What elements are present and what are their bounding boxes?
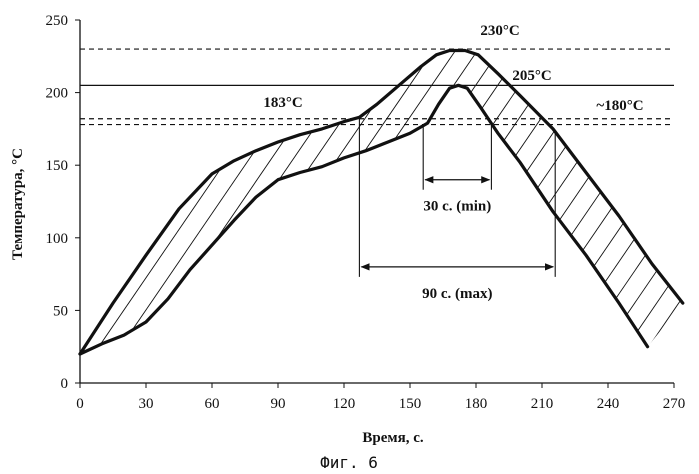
temperature-label: 230°C (480, 23, 519, 39)
axes (75, 20, 674, 388)
y-tick-label: 50 (53, 303, 68, 319)
x-tick-label: 120 (333, 396, 356, 412)
x-tick-label: 240 (597, 396, 620, 412)
hatch-line (118, 3, 378, 383)
x-tick-label: 90 (271, 396, 286, 412)
hatch-line (228, 3, 488, 383)
hatch-line (0, 3, 4, 383)
x-axis-title: Время, с. (362, 430, 423, 446)
hatch-line (646, 3, 699, 383)
y-tick-label: 0 (61, 376, 69, 392)
hatch-line (184, 3, 444, 383)
hatch-line (316, 3, 576, 383)
temperature-label: 205°C (512, 68, 551, 84)
hatch-line (140, 3, 400, 383)
temperature-labels: 230°C 205°C 183°C ~180°C (263, 23, 643, 114)
y-tick-label: 100 (46, 231, 69, 247)
x-tick-label: 150 (399, 396, 422, 412)
hatch-line (690, 3, 699, 383)
hatch-line (536, 3, 699, 383)
hatch-line (492, 3, 699, 383)
reference-lines (80, 49, 674, 125)
process-window-hatching (0, 3, 699, 383)
hatch-line (404, 3, 664, 383)
hatch-line (52, 3, 312, 383)
x-tick-label: 180 (465, 396, 488, 412)
x-tick-label: 270 (663, 396, 686, 412)
temperature-label: 183°C (263, 95, 302, 111)
tick-labels: 0 30 60 90 120 150 180 210 240 270 0 50 100 150 200 250 (46, 13, 686, 412)
x-tick-label: 0 (76, 396, 84, 412)
hatch-line (250, 3, 510, 383)
hatch-line (0, 3, 246, 383)
x-tick-label: 30 (139, 396, 154, 412)
hatch-line (470, 3, 699, 383)
hatch-line (0, 3, 224, 383)
hatch-line (602, 3, 699, 383)
hatch-line (0, 3, 202, 383)
hatch-line (338, 3, 598, 383)
hatch-line (580, 3, 699, 383)
hatch-line (272, 3, 532, 383)
x-tick-label: 210 (531, 396, 554, 412)
y-tick-label: 200 (46, 86, 69, 102)
hatch-line (360, 3, 620, 383)
hatch-line (558, 3, 699, 383)
y-tick-label: 250 (46, 13, 69, 29)
hatch-line (96, 3, 356, 383)
duration-annotations: 30 с. (min) 90 с. (max) (359, 117, 555, 302)
hatch-line (668, 3, 699, 383)
duration-label: 90 с. (max) (422, 286, 492, 302)
hatch-line (30, 3, 290, 383)
figure-caption: Фиг. 6 (320, 453, 378, 472)
temperature-label: ~180°C (596, 98, 643, 114)
y-tick-label: 150 (46, 158, 69, 174)
hatch-line (0, 3, 180, 383)
y-axis-title: Температура, °С (10, 148, 26, 260)
profile-curves (80, 51, 683, 355)
profile-curve (80, 85, 648, 354)
hatch-lines (0, 3, 699, 383)
profile-curve (80, 51, 683, 355)
hatch-line (294, 3, 554, 383)
x-tick-label: 60 (205, 396, 220, 412)
hatch-line (426, 3, 686, 383)
hatch-line (74, 3, 334, 383)
duration-label: 30 с. (min) (423, 199, 491, 215)
hatch-line (162, 3, 422, 383)
